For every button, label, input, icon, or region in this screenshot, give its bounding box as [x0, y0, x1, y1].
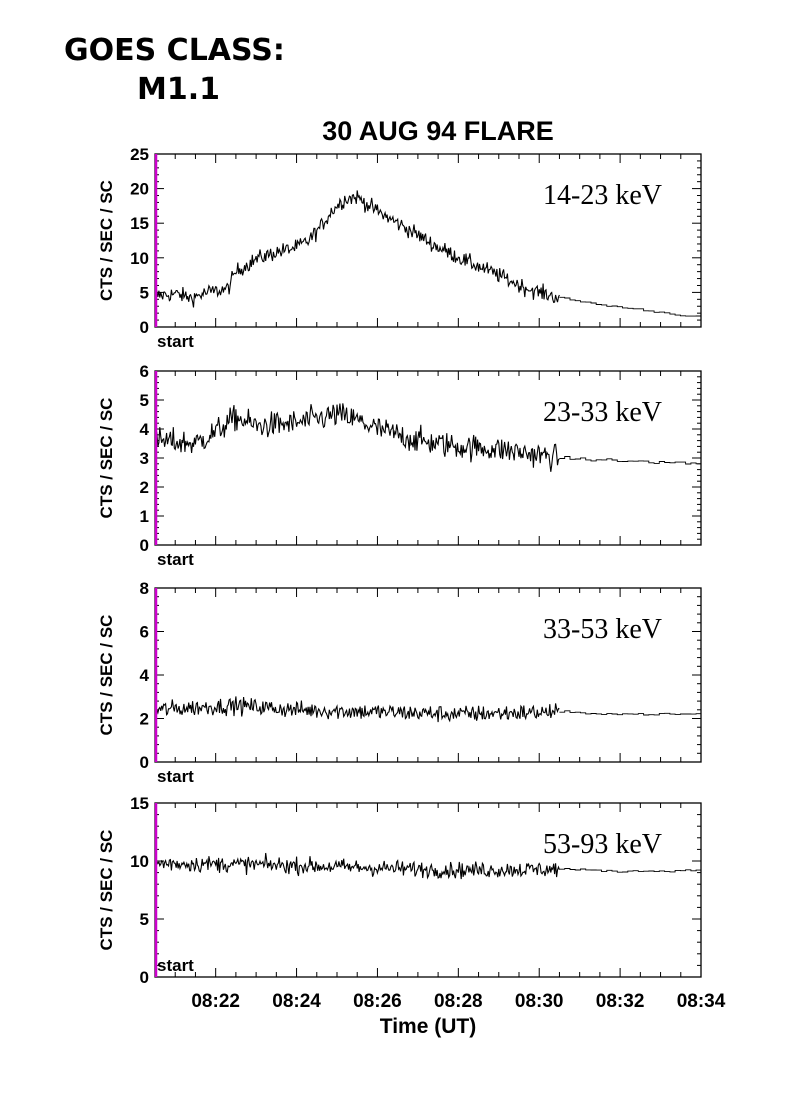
- y-tick-label: 4: [140, 420, 150, 439]
- panel-3: 0 2 4 6 8 CTS / SEC / SC 33-53 keV start: [97, 579, 702, 786]
- x-tick-label: 08:32: [596, 991, 645, 1012]
- panel-2: 0 1 2 3 4 5 6 CTS / SEC / SC 23-33 keV start: [97, 362, 702, 569]
- start-marker-label: start: [157, 767, 194, 786]
- y-tick-label: 2: [140, 478, 149, 497]
- y-tick-label: 10: [130, 852, 149, 871]
- y-tick-label: 20: [130, 180, 149, 199]
- lightcurve-series: [154, 696, 560, 723]
- panel-1: 0 5 10 15 20 25 CTS / SEC / SC 14-23 keV start: [97, 145, 702, 351]
- y-tick-label: 25: [130, 145, 149, 164]
- lightcurve-step-series: [559, 296, 701, 317]
- x-tick-label: 08:34: [677, 991, 726, 1012]
- y-tick-label: 3: [140, 449, 149, 468]
- y-tick-label: 1: [140, 507, 149, 526]
- y-tick-label: 15: [130, 214, 149, 233]
- start-marker-label: start: [157, 550, 194, 569]
- start-marker-label: start: [157, 332, 194, 351]
- y-tick-label: 6: [140, 623, 149, 642]
- lightcurve-series: [154, 852, 560, 880]
- chart-title: 30 AUG 94 FLARE: [322, 116, 554, 146]
- lightcurve-step-series: [559, 710, 701, 716]
- y-tick-label: 2: [140, 710, 149, 729]
- y-tick-label: 4: [140, 666, 150, 685]
- panel-4: 0 5 10 15 CTS / SEC / SC 53-93 keV start 08:22 0…: [97, 794, 726, 1012]
- y-tick-label: 15: [130, 794, 149, 813]
- y-axis-label: CTS / SEC / SC: [97, 830, 116, 951]
- goes-class-value: M1.1: [137, 72, 220, 107]
- y-tick-label: 5: [140, 391, 149, 410]
- lightcurve-series: [154, 190, 560, 308]
- lightcurve-step-series: [559, 456, 701, 465]
- y-tick-label: 8: [140, 579, 149, 598]
- energy-band-label: 23-33 keV: [543, 397, 662, 428]
- x-tick-label: 08:28: [434, 991, 483, 1012]
- y-axis-label: CTS / SEC / SC: [97, 398, 116, 519]
- energy-band-label: 33-53 keV: [543, 614, 662, 645]
- lightcurve-series: [154, 403, 560, 472]
- start-marker-label: start: [157, 956, 194, 975]
- x-tick-label: 08:22: [191, 991, 240, 1012]
- y-axis-label: CTS / SEC / SC: [97, 180, 116, 301]
- y-tick-label: 0: [140, 318, 149, 337]
- energy-band-label: 14-23 keV: [543, 180, 662, 211]
- x-tick-label: 08:26: [353, 991, 402, 1012]
- y-tick-label: 10: [130, 249, 149, 268]
- y-tick-label: 5: [140, 283, 149, 302]
- lightcurve-step-series: [559, 868, 701, 873]
- y-tick-label: 0: [140, 753, 149, 772]
- x-tick-label: 08:30: [515, 991, 564, 1012]
- y-tick-label: 5: [140, 910, 149, 929]
- energy-band-label: 53-93 keV: [543, 829, 662, 860]
- y-tick-label: 0: [140, 536, 149, 555]
- y-axis-label: CTS / SEC / SC: [97, 615, 116, 736]
- x-tick-label: 08:24: [272, 991, 321, 1012]
- x-axis-label: Time (UT): [380, 1015, 476, 1038]
- y-tick-label: 0: [140, 968, 149, 987]
- y-tick-label: 6: [140, 362, 149, 381]
- goes-class-label: GOES CLASS:: [64, 33, 285, 68]
